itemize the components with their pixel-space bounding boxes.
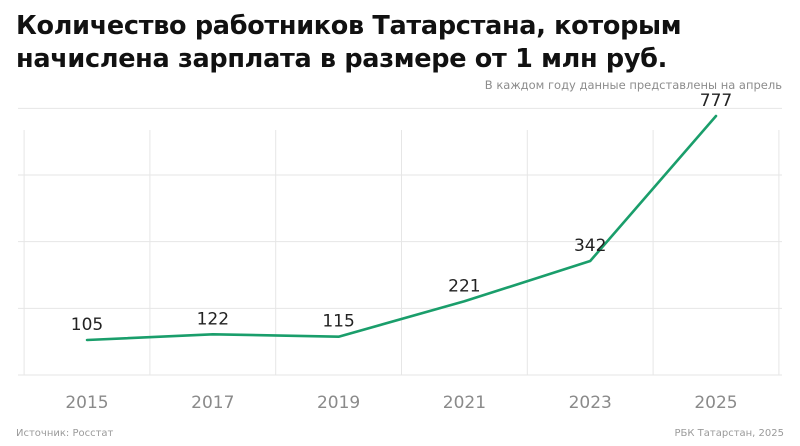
credit-note: РБК Татарстан, 2025 — [674, 428, 784, 439]
x-tick-label: 2023 — [569, 393, 612, 413]
data-label: 342 — [574, 236, 606, 256]
x-tick-label: 2019 — [317, 393, 360, 413]
data-label: 777 — [700, 91, 732, 111]
data-label: 122 — [197, 309, 229, 329]
chart-title-line-2: начислена зарплата в размере от 1 млн ру… — [16, 44, 668, 74]
x-tick-label: 2017 — [191, 393, 234, 413]
chart-title-line-1: Количество работников Татарстана, которы… — [16, 11, 682, 41]
x-tick-label: 2025 — [694, 393, 737, 413]
chart-gridlines — [18, 107, 782, 376]
data-label: 105 — [71, 315, 103, 335]
series-line — [85, 114, 718, 342]
chart-title: Количество работников Татарстана, которы… — [16, 10, 682, 76]
source-note: Источник: Росстат — [16, 428, 114, 439]
chart-x-axis: 2015 2017 2019 2021 2023 2025 — [65, 393, 737, 413]
data-label: 221 — [448, 276, 480, 296]
x-tick-label: 2015 — [65, 393, 108, 413]
chart-data-labels: 105 122 115 221 342 777 — [71, 91, 732, 335]
chart-series — [85, 114, 718, 342]
x-tick-label: 2021 — [443, 393, 486, 413]
data-label: 115 — [322, 312, 354, 332]
chart-subtitle: В каждом году данные представлены на апр… — [484, 78, 782, 92]
